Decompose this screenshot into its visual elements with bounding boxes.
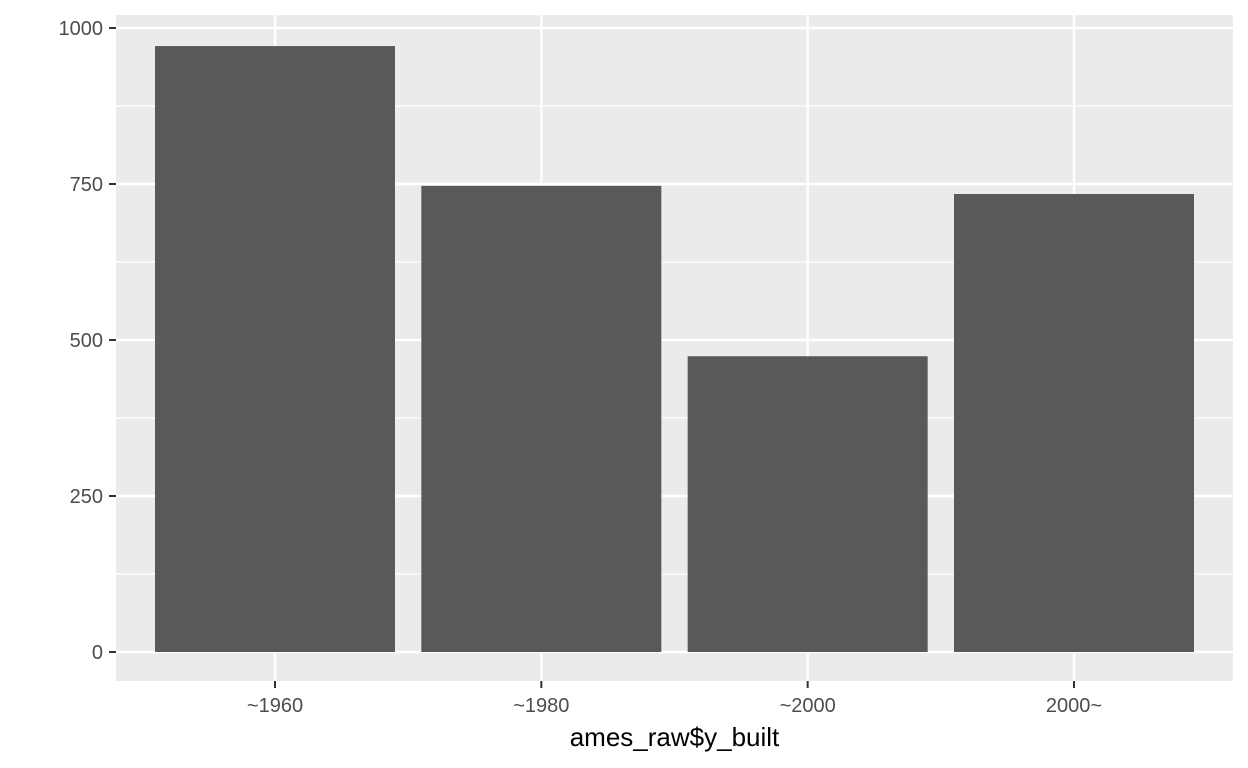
x-axis-title: ames_raw$y_built [570, 722, 780, 752]
bar-~1980 [421, 185, 662, 652]
x-tick-label: ~2000 [780, 695, 836, 717]
x-axis: ~1960 ~1980 ~2000 2000~ [247, 681, 1102, 717]
bar-~1960 [155, 46, 395, 652]
y-axis: 0 250 500 750 1000 [59, 18, 116, 664]
x-tick-label: 2000~ [1046, 695, 1102, 717]
bars [155, 46, 1194, 652]
y-tick-label: 250 [70, 486, 103, 508]
x-tick-label: ~1960 [247, 695, 303, 717]
bar-~2000 [687, 356, 928, 652]
y-tick-label: 750 [70, 174, 103, 196]
y-tick-label: 1000 [59, 18, 104, 40]
x-tick-label: ~1980 [513, 695, 569, 717]
y-tick-label: 500 [70, 330, 103, 352]
bar-2000~ [954, 193, 1194, 652]
y-tick-label: 0 [92, 642, 103, 664]
